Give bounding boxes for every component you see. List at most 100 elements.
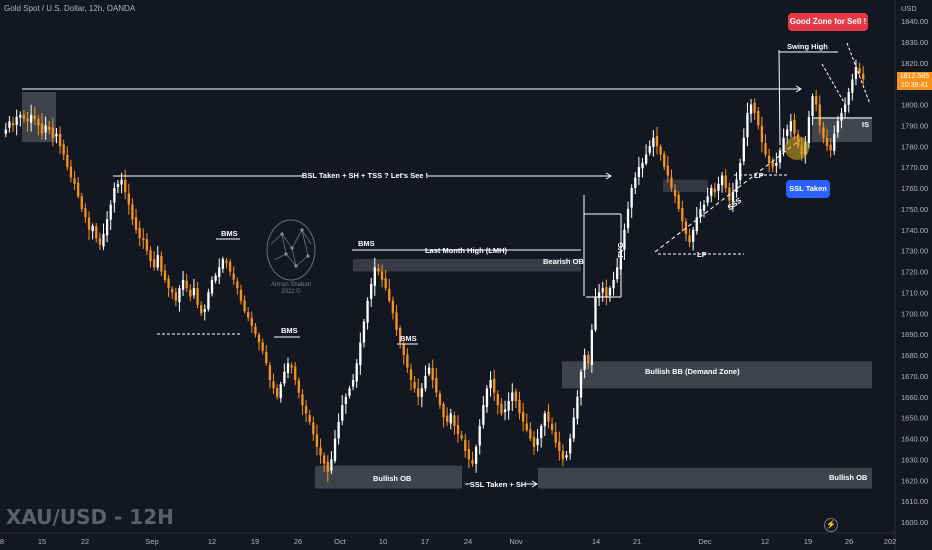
candle <box>134 208 138 234</box>
candle <box>196 281 199 309</box>
candle <box>742 128 745 166</box>
candle <box>684 217 688 242</box>
candle-body <box>225 260 228 264</box>
candle-body <box>189 289 192 297</box>
time-tick-label: 22 <box>81 537 89 546</box>
candle-body <box>134 217 138 230</box>
candle-body <box>380 271 384 280</box>
candle <box>80 192 83 213</box>
candle-body <box>815 96 818 105</box>
candle <box>62 139 65 161</box>
candle-body <box>337 421 340 439</box>
candle <box>171 286 174 300</box>
watermark: XAU/USD - 12H <box>6 505 174 529</box>
candle <box>286 357 290 379</box>
candle <box>605 279 608 306</box>
candle <box>420 382 423 408</box>
good-zone-callout[interactable]: Good Zone for Sell ! <box>788 13 868 31</box>
candle-body <box>160 255 163 272</box>
bullish-bb-zone <box>562 361 872 389</box>
candle-body <box>203 309 206 312</box>
candle-body <box>449 413 452 424</box>
candle <box>189 284 192 302</box>
candle-body <box>471 460 474 464</box>
candle-body <box>174 292 177 301</box>
candle-body <box>652 137 655 147</box>
candle-body <box>843 104 847 112</box>
candle-body <box>87 217 91 230</box>
candle <box>518 391 521 420</box>
candle <box>489 371 492 397</box>
candle-body <box>29 114 33 123</box>
candle-body <box>341 405 344 421</box>
candle <box>673 183 677 204</box>
candle-body <box>333 438 337 461</box>
candle-body <box>854 66 858 80</box>
candle <box>11 117 15 132</box>
candle-body <box>616 267 619 280</box>
candle-body <box>268 365 272 381</box>
candle <box>218 258 221 285</box>
time-axis[interactable]: 8 15 22 Sep 12 19 26 Oct 10 17 24 Nov 14 21 Dec 12 19 26 2… <box>0 537 896 546</box>
candle-body <box>239 289 243 301</box>
candle <box>163 264 167 283</box>
candle <box>84 203 87 223</box>
candle <box>601 281 604 302</box>
lp-label: LP <box>697 250 707 259</box>
candle-body <box>746 112 749 138</box>
candle <box>554 422 557 448</box>
candle <box>384 270 387 291</box>
candle-body <box>417 388 420 397</box>
candle-body <box>648 146 651 153</box>
candle-body <box>73 178 76 184</box>
candle-body <box>735 179 738 193</box>
candle-body <box>464 439 467 452</box>
symbol-title[interactable]: Gold Spot / U.S. Dollar, 12h, OANDA <box>4 4 136 13</box>
candle <box>753 98 756 120</box>
candle <box>366 297 369 330</box>
candle-body <box>290 365 293 368</box>
candle <box>478 419 481 455</box>
candle <box>265 345 268 366</box>
candle <box>579 368 583 406</box>
candle <box>200 301 203 317</box>
candle <box>641 157 644 178</box>
candle <box>757 107 760 130</box>
price-tick-label: 1600.00 <box>901 518 928 527</box>
price-tick-label: 1700.00 <box>901 309 928 318</box>
candle <box>626 201 630 234</box>
candle <box>290 362 293 374</box>
candle-body <box>19 114 22 118</box>
price-tick-label: 1670.00 <box>901 372 928 381</box>
ssl-taken-callout[interactable]: SSL Taken <box>786 180 830 198</box>
candle-body <box>724 175 727 188</box>
candle <box>583 348 586 379</box>
candle-body <box>243 300 246 312</box>
candle-body <box>742 137 745 162</box>
candle <box>236 277 239 295</box>
candle <box>351 373 355 391</box>
time-tick-label: 26 <box>294 537 302 546</box>
candle-body <box>275 388 279 397</box>
candle-body <box>48 126 51 130</box>
candle <box>532 431 536 455</box>
candle-body <box>424 375 427 389</box>
candle-body <box>22 115 26 120</box>
candle <box>724 169 727 193</box>
candle-body <box>40 123 44 134</box>
candle <box>113 182 116 213</box>
candle-body <box>95 226 98 239</box>
lightning-icon[interactable]: ⚡ <box>824 518 838 532</box>
candle-body <box>565 455 568 458</box>
candle <box>268 361 272 389</box>
candle <box>815 89 818 112</box>
candle <box>207 288 210 312</box>
candle <box>377 263 380 276</box>
candle <box>597 284 601 307</box>
candle-body <box>673 189 677 197</box>
candle <box>4 122 7 138</box>
candle <box>98 232 102 250</box>
